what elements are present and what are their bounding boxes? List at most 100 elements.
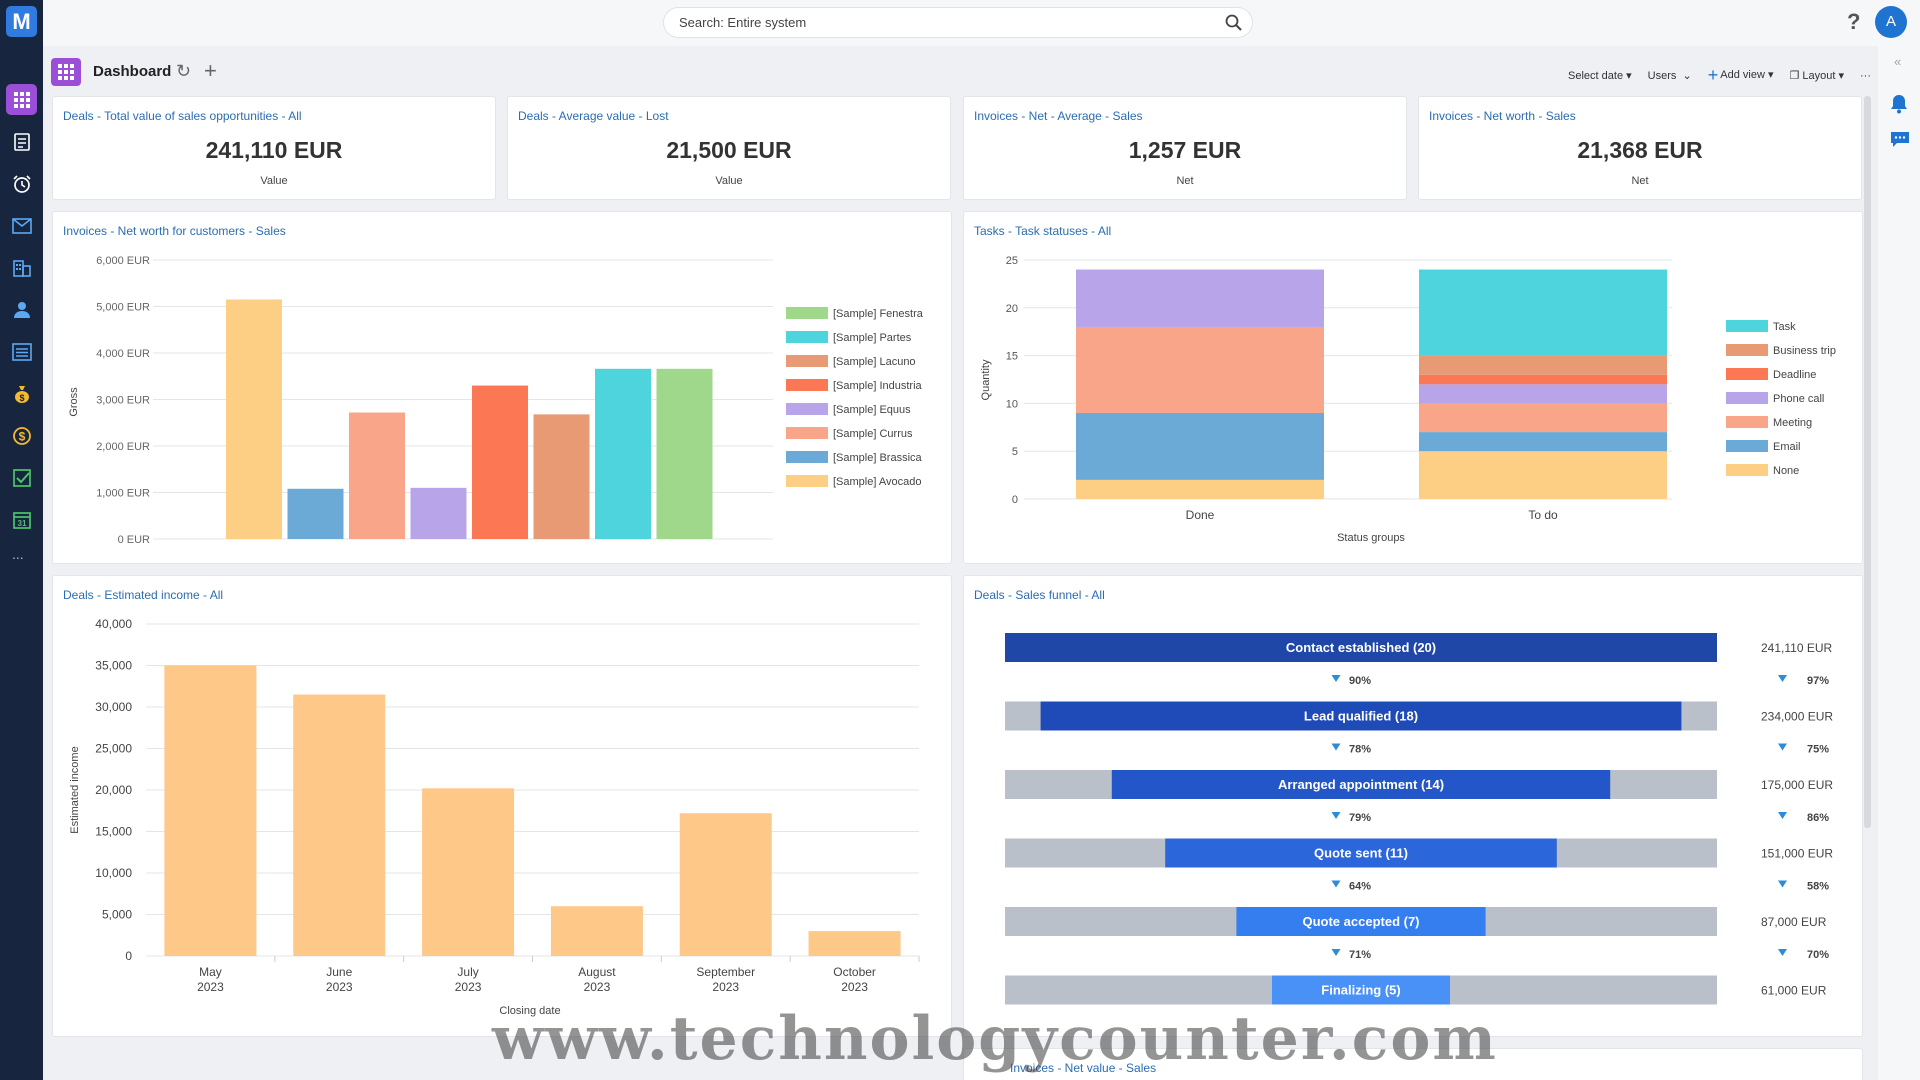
card-title[interactable]: Invoices - Net worth - Sales xyxy=(1429,109,1576,123)
funnel-amount: 241,110 EUR xyxy=(1761,641,1832,655)
dashboard-apps-icon[interactable] xyxy=(51,58,81,86)
kpi-card[interactable]: Invoices - Net - Average - Sales 1,257 E… xyxy=(963,96,1407,200)
calendar-icon[interactable]: 31 xyxy=(6,504,37,535)
y-tick-label: 15,000 xyxy=(95,825,132,839)
mail-icon[interactable] xyxy=(6,210,37,241)
bar xyxy=(293,694,386,956)
x-axis-label: Status groups xyxy=(1337,532,1405,544)
card-title[interactable]: Tasks - Task statuses - All xyxy=(974,224,1112,238)
kpi-card[interactable]: Deals - Average value - Lost 21,500 EUR … xyxy=(507,96,951,200)
x-tick-label-year: 2023 xyxy=(841,980,868,994)
left-rail: M $ $ 31 ... xyxy=(0,0,43,1080)
bar xyxy=(226,299,282,539)
funnel-bar xyxy=(1005,633,1717,662)
x-tick-label: October xyxy=(833,965,876,979)
card-title[interactable]: Invoices - Net - Average - Sales xyxy=(974,109,1143,123)
net-worth-chart: 0 EUR 1,000 EUR 2,000 EUR 3,000 EUR 4,000 EU… xyxy=(68,255,924,546)
dashboard-icon[interactable] xyxy=(6,84,37,115)
search-placeholder: Search: Entire system xyxy=(679,15,807,30)
layout-dropdown[interactable]: ❐ Layout ▾ xyxy=(1789,70,1844,82)
down-arrow-icon xyxy=(1778,949,1787,956)
legend-label: [Sample] Equus xyxy=(833,404,911,416)
alarm-clock-icon[interactable] xyxy=(6,168,37,199)
x-tick-label: June xyxy=(326,965,352,979)
companies-icon[interactable] xyxy=(6,252,37,283)
conversion-rate: 64% xyxy=(1349,881,1371,893)
search-input[interactable]: Search: Entire system xyxy=(663,7,1253,38)
y-tick-label: 0 xyxy=(125,949,132,963)
y-tick-label: 15 xyxy=(1006,351,1018,363)
card-title[interactable]: Invoices - Net value - Sales xyxy=(1010,1061,1157,1075)
kpi-label: Net xyxy=(1631,175,1649,187)
card-title[interactable]: Deals - Sales funnel - All xyxy=(974,588,1105,602)
y-tick-label: 6,000 EUR xyxy=(96,255,150,267)
stacked-bar-segment xyxy=(1419,374,1667,385)
bar xyxy=(533,414,590,539)
y-tick-label: 35,000 xyxy=(95,659,132,673)
x-tick-label-year: 2023 xyxy=(326,980,353,994)
add-dashboard-icon[interactable]: + xyxy=(204,58,217,83)
contacts-icon[interactable] xyxy=(6,294,37,325)
card-title[interactable]: Deals - Estimated income - All xyxy=(63,588,224,602)
task-statuses-chart: 0 5 10 15 20 25 Quantity Done To do Status groups… xyxy=(980,255,1836,544)
chat-icon[interactable] xyxy=(1890,130,1910,148)
down-arrow-icon xyxy=(1331,812,1341,819)
x-tick-label: Done xyxy=(1186,508,1215,522)
card-title[interactable]: Deals - Total value of sales opportuniti… xyxy=(63,109,302,123)
legend-swatch xyxy=(786,403,828,415)
y-tick-label: 5,000 xyxy=(102,908,132,922)
x-tick-label-year: 2023 xyxy=(712,980,739,994)
legend-label: None xyxy=(1773,465,1799,477)
collapse-panel-icon[interactable]: « xyxy=(1894,54,1902,69)
legend-swatch xyxy=(1726,440,1768,452)
down-arrow-icon xyxy=(1331,949,1341,956)
funnel-amount: 151,000 EUR xyxy=(1761,847,1833,861)
conversion-rate: 79% xyxy=(1349,812,1371,824)
stacked-bar-segment xyxy=(1076,326,1324,413)
list-icon[interactable] xyxy=(6,336,37,367)
kpi-card[interactable]: Deals - Total value of sales opportuniti… xyxy=(52,96,496,200)
sales-funnel-card: Deals - Sales funnel - All Contact estab… xyxy=(963,575,1863,1037)
funnel-stage-label: Finalizing (5) xyxy=(1321,983,1400,998)
bar xyxy=(679,813,772,956)
bell-icon[interactable] xyxy=(1890,94,1908,114)
dashboard-header: Dashboard ↻ + Select date ▾ Users ⌄ + Add… xyxy=(51,58,1871,86)
search-icon[interactable] xyxy=(1225,14,1242,31)
scrollbar[interactable] xyxy=(1864,96,1871,828)
task-statuses-chart-card: Tasks - Task statuses - All 0 5 10 15 20 25 Qu… xyxy=(963,211,1863,564)
x-tick-label: July xyxy=(457,965,478,979)
more-options-icon[interactable]: ··· xyxy=(1860,69,1871,82)
y-tick-label: 20 xyxy=(1006,303,1018,315)
estimated-income-chart: 0 5,000 10,000 15,000 20,000 25,000 30,000 35,0… xyxy=(69,617,920,1017)
app-logo[interactable]: M xyxy=(6,6,37,37)
net-value-card: Invoices - Net value - Sales xyxy=(963,1048,1863,1080)
more-apps-icon[interactable]: ... xyxy=(12,546,24,562)
users-dropdown[interactable]: Users ⌄ xyxy=(1647,70,1692,82)
x-tick-label: May xyxy=(199,965,222,979)
watermark-text: www.technologycounter.com xyxy=(492,1004,1498,1074)
card-title[interactable]: Deals - Average value - Lost xyxy=(518,109,669,123)
bar xyxy=(595,368,651,539)
tasks-check-icon[interactable] xyxy=(6,462,37,493)
avatar[interactable]: A xyxy=(1875,6,1907,38)
select-date-dropdown[interactable]: Select date ▾ xyxy=(1568,70,1632,82)
card-title[interactable]: Invoices - Net worth for customers - Sal… xyxy=(63,224,286,238)
dollar-icon[interactable]: $ xyxy=(6,420,37,451)
page-title: Dashboard xyxy=(93,63,172,80)
down-arrow-icon xyxy=(1778,812,1787,819)
y-tick-label: 5,000 EUR xyxy=(96,302,150,314)
y-tick-label: 5 xyxy=(1012,446,1018,458)
refresh-icon[interactable]: ↻ xyxy=(176,61,192,81)
news-icon[interactable] xyxy=(6,126,37,157)
y-axis-label: Quantity xyxy=(980,359,992,400)
value-conversion-rate: 86% xyxy=(1807,812,1829,824)
value-conversion-rate: 75% xyxy=(1807,744,1829,756)
x-tick-label-year: 2023 xyxy=(197,980,224,994)
money-bag-icon[interactable]: $ xyxy=(6,378,37,409)
funnel-stage-label: Arranged appointment (14) xyxy=(1278,777,1444,792)
add-view-button[interactable]: + Add view ▾ xyxy=(1707,65,1774,85)
y-tick-label: 1,000 EUR xyxy=(96,488,150,500)
help-icon[interactable]: ? xyxy=(1847,9,1861,34)
legend-swatch xyxy=(786,331,828,343)
kpi-card[interactable]: Invoices - Net worth - Sales 21,368 EUR … xyxy=(1418,96,1862,200)
